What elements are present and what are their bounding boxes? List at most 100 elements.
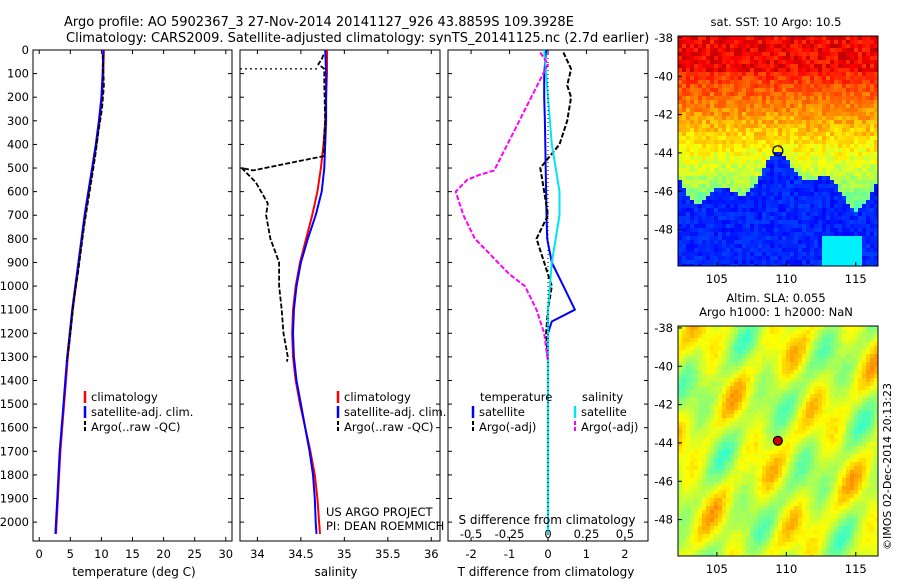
y-tick-label: 700 [7, 208, 29, 222]
x2-tick-label: -0.5 [460, 527, 482, 541]
x2-tick-label: 0.5 [616, 527, 634, 541]
series-line-argo-adj- [454, 51, 549, 362]
x2-tick-label: -0.25 [495, 527, 525, 541]
y-tick-label: 800 [7, 232, 29, 246]
figure-title-line2: Climatology: CARS2009. Satellite-adjuste… [66, 31, 649, 46]
sla-map-title-line1: Altim. SLA: 0.055 [726, 291, 825, 305]
y-tick-label: 1400 [0, 373, 29, 387]
x-tick-label: 1 [583, 547, 590, 561]
map-y-tick-label: -42 [654, 398, 673, 412]
sla-map-title-line2: Argo h1000: 1 h2000: NaN [699, 305, 853, 319]
map-x-tick-label: 105 [706, 272, 728, 286]
sla-map-ticks: 105 110 115 -38 -40 -42 -44 -46 -48 [654, 321, 867, 576]
legend-label-argo: Argo(..raw -QC) [91, 420, 181, 434]
legend-label-climatology: climatology [344, 390, 411, 404]
map-x-tick-label: 110 [775, 272, 797, 286]
salinity-series [240, 50, 328, 534]
map-y-tick-label: -38 [654, 31, 673, 45]
difference-xlabel-s: S difference from climatology [459, 513, 636, 527]
y-tick-label: 1900 [0, 492, 29, 506]
x-tick-label: 10 [94, 547, 109, 561]
series-line-climatology [55, 50, 105, 534]
salinity-xlabel: salinity [314, 565, 357, 579]
map-y-tick-label: -46 [654, 474, 673, 488]
y-tick-label: 200 [7, 90, 29, 104]
temperature-legend: climatology satellite-adj. clim. Argo(..… [83, 390, 193, 434]
temperature-ticks: 0 5 10 15 20 25 300100200300400500600700800900… [0, 43, 233, 561]
legend-label-t-argo: Argo(-adj) [479, 420, 536, 434]
y-tick-label: 1700 [0, 444, 29, 458]
x-tick-label: 20 [156, 547, 171, 561]
map-y-tick-label: -40 [654, 69, 673, 83]
legend-header-salinity: salinity [582, 390, 623, 404]
y-tick-label: 1800 [0, 468, 29, 482]
y-tick-label: 100 [7, 67, 29, 81]
sst-map-frame [677, 35, 879, 267]
map-y-tick-label: -40 [654, 359, 673, 373]
legend-label-s-argo: Argo(-adj) [581, 420, 638, 434]
x-tick-label: 2 [621, 547, 628, 561]
map-x-tick-label: 115 [845, 562, 867, 576]
map-x-tick-label: 105 [706, 562, 728, 576]
y-tick-label: 300 [7, 114, 29, 128]
argo-location-marker [772, 435, 783, 446]
series-line-satellite-adj-clim- [292, 50, 328, 534]
y-tick-label: 1100 [0, 303, 29, 317]
legend-label-satellite: satellite-adj. clim. [91, 405, 193, 419]
difference-xlabel-t: T difference from climatology [457, 565, 635, 579]
figure-title-line1: Argo profile: AO 5902367_3 27-Nov-2014 2… [64, 15, 574, 30]
legend-label-argo: Argo(..raw -QC) [344, 420, 434, 434]
argo-location-marker [772, 145, 784, 157]
map-y-tick-label: -42 [654, 108, 673, 122]
y-tick-label: 600 [7, 185, 29, 199]
map-y-tick-label: -46 [654, 184, 673, 198]
sla-map [678, 326, 878, 556]
series-line-climatology [291, 50, 328, 534]
temperature-axes [32, 49, 233, 542]
sst-map-title: sat. SST: 10 Argo: 10.5 [711, 15, 842, 29]
y-tick-label: 1500 [0, 397, 29, 411]
y-tick-label: 1600 [0, 421, 29, 435]
legend-header-temperature: temperature [480, 390, 552, 404]
map-x-tick-label: 110 [775, 562, 797, 576]
x-tick-label: 35 [337, 547, 352, 561]
difference-legend: temperature salinity satellite Argo(-adj… [471, 390, 638, 434]
credit-text: ©IMOS 02-Dec-2014 20:13:23 [881, 383, 894, 550]
project-annotation-line2: PI: DEAN ROEMMICH [326, 519, 444, 533]
map-x-tick-label: 115 [845, 272, 867, 286]
salinity-axes [239, 49, 441, 542]
legend-label-t-satellite: satellite [479, 405, 525, 419]
x-tick-label: 15 [125, 547, 140, 561]
y-tick-label: 400 [7, 137, 29, 151]
x-tick-label: 25 [187, 547, 202, 561]
series-line-argo-raw-qc- [65, 54, 105, 362]
y-tick-label: 1300 [0, 350, 29, 364]
salinity-ticks: 34 34.5 35 35.5 36 [240, 49, 440, 561]
x-tick-label: 30 [218, 547, 233, 561]
y-tick-label: 0 [22, 43, 29, 57]
map-y-tick-label: -38 [654, 321, 673, 335]
x-tick-label: 34.5 [288, 547, 314, 561]
map-y-tick-label: -48 [654, 513, 673, 527]
legend-label-climatology: climatology [91, 390, 158, 404]
sla-map-frame [677, 325, 879, 557]
legend-label-satellite: satellite-adj. clim. [344, 405, 446, 419]
x-tick-label: 35.5 [375, 547, 401, 561]
series-line-satellite [543, 50, 561, 534]
x-tick-label: -2 [465, 547, 476, 561]
x-tick-label: 34 [250, 547, 265, 561]
x-tick-label: 5 [67, 547, 74, 561]
salinity-legend: climatology satellite-adj. clim. Argo(..… [326, 390, 446, 533]
difference-series [454, 50, 576, 541]
temperature-series [54, 50, 105, 534]
sst-map-ticks: 105 110 115 -38 -40 -42 -44 -46 -48 [654, 31, 867, 286]
x-tick-label: 0 [36, 547, 43, 561]
y-tick-label: 900 [7, 255, 29, 269]
series-line-satellite-adj-clim- [54, 50, 105, 534]
project-annotation-line1: US ARGO PROJECT [326, 505, 434, 519]
y-tick-label: 1200 [0, 326, 29, 340]
y-tick-label: 1000 [0, 279, 29, 293]
temperature-xlabel: temperature (deg C) [72, 565, 195, 579]
